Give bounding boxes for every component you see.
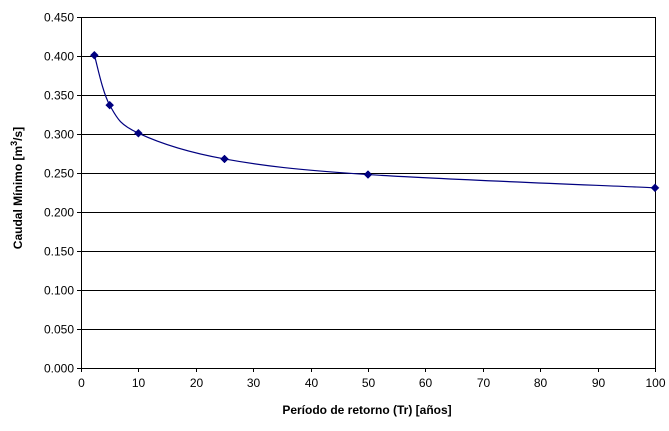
data-point-marker [650, 183, 660, 193]
y-tick-label: 0.050 [44, 323, 74, 337]
data-markers [90, 50, 660, 193]
y-axis-title-suffix: /s] [11, 127, 25, 141]
y-tick-label: 0.400 [44, 50, 74, 64]
x-tick-label: 80 [534, 376, 548, 390]
data-point-marker [90, 50, 99, 60]
x-tick-label: 60 [419, 376, 433, 390]
y-tick-label: 0.350 [44, 89, 74, 103]
y-tick-label: 0.150 [44, 245, 74, 259]
y-tick-label: 0.450 [44, 11, 74, 25]
y-tick-label: 0.250 [44, 167, 74, 181]
tick-labels: 0.000 0.050 0.100 0.150 0.200 0.250 0.300 0.350… [44, 11, 666, 391]
y-axis-title-main: Caudal Mínimo [m [11, 146, 25, 249]
series-line [93, 55, 656, 189]
x-tick-label: 0 [78, 376, 85, 390]
axes [77, 17, 656, 372]
data-point-marker [363, 170, 373, 179]
x-tick-label: 20 [190, 376, 204, 390]
x-tick-label: 40 [305, 376, 319, 390]
y-tick-label: 0.200 [44, 206, 74, 220]
y-tick-label: 0.000 [44, 362, 74, 376]
x-axis-title: Período de retorno (Tr) [años] [282, 403, 451, 417]
y-tick-label: 0.100 [44, 284, 74, 298]
x-tick-label: 90 [592, 376, 606, 390]
x-tick-label: 100 [645, 376, 665, 390]
x-tick-label: 10 [132, 376, 146, 390]
x-tick-label: 30 [247, 376, 261, 390]
data-point-marker [134, 128, 143, 138]
x-tick-label: 50 [362, 376, 376, 390]
x-tick-label: 70 [477, 376, 491, 390]
y-tick-label: 0.300 [44, 128, 74, 142]
y-axis-title-superscript: 3 [9, 141, 19, 146]
data-series [93, 55, 656, 189]
data-point-marker [220, 154, 229, 164]
y-axis-title: Caudal Mínimo [m3/s] [9, 127, 25, 249]
data-point-marker [105, 100, 115, 110]
